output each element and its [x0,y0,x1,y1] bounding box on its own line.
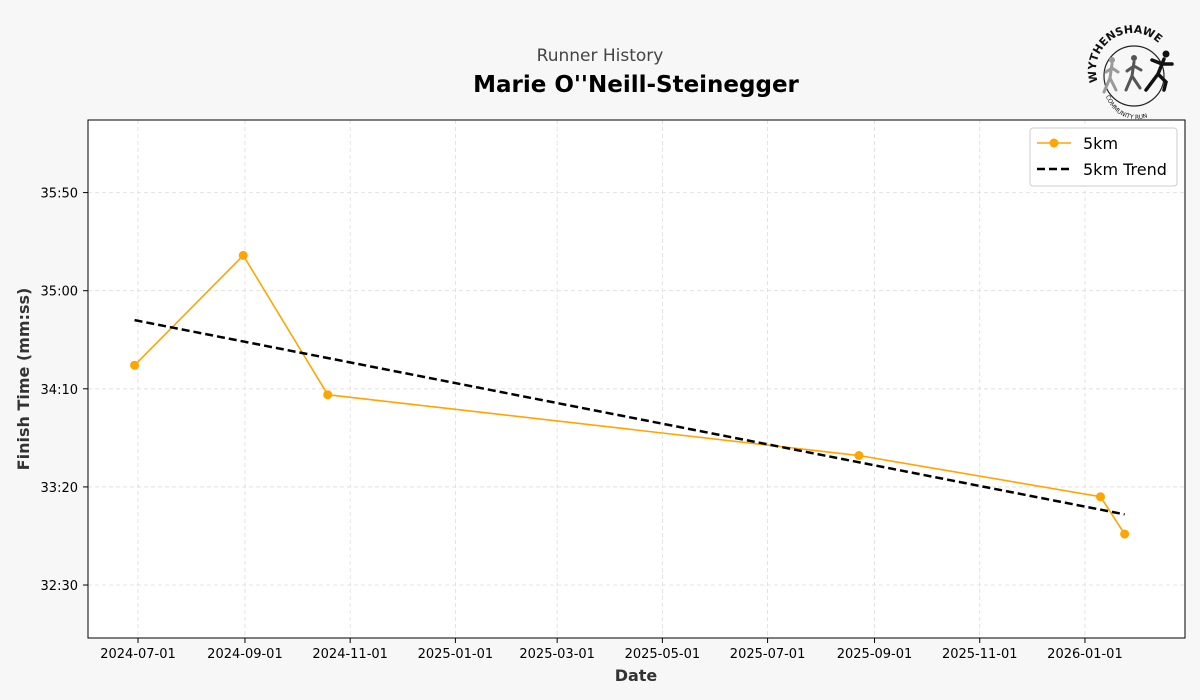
x-tick-label: 2025-03-01 [519,647,595,662]
x-tick-label: 2025-05-01 [625,647,701,662]
series-line-1 [134,318,1125,516]
y-tick-label: 33:20 [41,481,78,496]
plot-area [88,120,1185,638]
x-tick-label: 2024-09-01 [207,647,283,662]
logo-top-text: WYTHENSHAWE [1086,24,1165,84]
data-point [1095,492,1105,502]
x-tick-label: 2026-01-01 [1047,647,1123,662]
plot-frame [87,119,1186,639]
x-tick-label: 2025-09-01 [837,647,913,662]
y-tick-label: 35:50 [41,187,78,202]
runner-icon-dark [1144,50,1174,92]
x-tick-label: 2025-11-01 [942,647,1018,662]
data-point [130,360,140,370]
data-point [323,390,333,400]
legend-label: 5km Trend [1083,160,1167,179]
logo-bottom-text: COMMUNITY RUN [1104,94,1148,120]
y-axis-label: Finish Time (mm:ss) [14,288,33,471]
chart-title: Marie O''Neill-Steinegger [473,72,799,98]
x-tick-label: 2024-11-01 [312,647,388,662]
data-point [1120,529,1130,539]
x-tick-label: 2025-07-01 [730,647,806,662]
chart-supertitle: Runner History [536,46,664,66]
runner-icon-mid [1124,55,1143,92]
legend-label: 5km [1083,134,1118,153]
data-point [238,250,248,260]
legend: 5km 5km Trend [1029,127,1178,187]
grid [88,120,1185,638]
x-axis: 2024-07-01 2024-09-01 2024-11-01 2025-01-01… [100,638,1123,662]
x-tick-label: 2024-07-01 [100,647,176,662]
runner-icon-light [1102,57,1120,94]
y-tick-label: 35:00 [41,285,78,300]
y-tick-label: 34:10 [41,383,78,398]
y-tick-label: 32:30 [41,579,78,594]
series-layer [130,250,1130,539]
logo-ring [1103,45,1165,107]
running-figures-logo: WYTHENSHAWE COMMUNITY RUN [1086,24,1174,120]
y-axis: 32:30 33:20 34:10 35:00 35:50 [41,187,88,594]
legend-swatch-marker [1049,138,1059,148]
series-line-0 [134,254,1126,535]
x-tick-label: 2025-01-01 [418,647,494,662]
x-axis-label: Date [615,666,658,685]
data-point [854,451,864,461]
